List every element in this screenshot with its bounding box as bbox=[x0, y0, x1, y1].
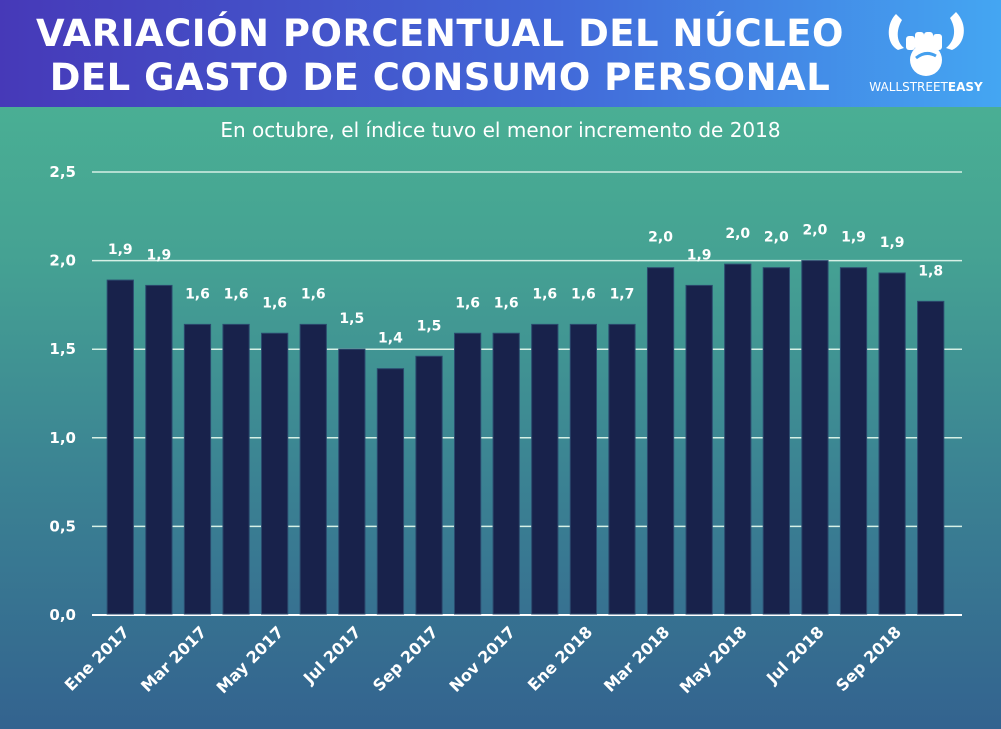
bar bbox=[145, 284, 173, 615]
data-label: 1,6 bbox=[262, 295, 287, 311]
bar bbox=[453, 332, 482, 615]
bar bbox=[106, 279, 134, 615]
data-label: 2,0 bbox=[764, 230, 789, 246]
wallstreeteasy-logo: WALLSTREETEASY bbox=[862, 10, 990, 100]
data-label: 2,0 bbox=[803, 223, 828, 239]
y-tick-label: 0,5 bbox=[49, 517, 76, 535]
bar bbox=[839, 267, 868, 615]
bar bbox=[492, 332, 520, 615]
data-label: 1,6 bbox=[532, 286, 557, 302]
data-label: 2,0 bbox=[648, 230, 673, 246]
x-tick-label: Ene 2018 bbox=[524, 622, 596, 694]
x-tick-label: Sep 2018 bbox=[832, 622, 905, 695]
data-label: 1,6 bbox=[185, 286, 210, 302]
logo-text-light: WALLSTREET bbox=[869, 80, 948, 94]
x-tick-label: Jul 2018 bbox=[762, 622, 828, 688]
y-axis-ticks: 0,0 0,5 1,0 1,5 2,0 2,5 bbox=[49, 163, 76, 624]
data-label: 1,8 bbox=[918, 263, 943, 279]
data-label: 1,9 bbox=[108, 242, 133, 258]
bar bbox=[801, 260, 829, 615]
data-label: 1,7 bbox=[610, 286, 635, 302]
x-tick-label: Nov 2017 bbox=[446, 622, 519, 695]
bar bbox=[222, 323, 250, 615]
x-tick-label: Sep 2017 bbox=[369, 622, 442, 695]
data-label: 1,9 bbox=[880, 235, 905, 251]
chart-subtitle: En octubre, el índice tuvo el menor incr… bbox=[220, 118, 781, 142]
chart-title-line-1: VARIACIÓN PORCENTUAL DEL NÚCLEO bbox=[36, 12, 844, 55]
bar bbox=[724, 263, 752, 615]
bar bbox=[917, 300, 945, 615]
bar bbox=[646, 267, 675, 615]
y-tick-label: 2,5 bbox=[49, 163, 76, 181]
y-tick-label: 1,0 bbox=[49, 429, 76, 447]
bar bbox=[762, 267, 790, 615]
data-label: 1,5 bbox=[417, 318, 442, 334]
bar bbox=[338, 348, 366, 615]
data-label: 1,6 bbox=[571, 286, 596, 302]
bar bbox=[569, 323, 598, 615]
x-tick-label: Ene 2017 bbox=[61, 622, 133, 694]
x-axis-ticks: Ene 2017 Mar 2017 May 2017 Jul 2017 Sep 2017… bbox=[61, 622, 905, 697]
data-label: 1,6 bbox=[494, 295, 519, 311]
x-tick-label: Jul 2017 bbox=[299, 622, 365, 688]
bar bbox=[878, 272, 906, 615]
chart-title: VARIACIÓN PORCENTUAL DEL NÚCLEO DEL GAST… bbox=[20, 12, 860, 100]
bull-horns-fist-icon bbox=[888, 12, 964, 76]
bar bbox=[299, 323, 327, 615]
data-label: 1,6 bbox=[301, 286, 326, 302]
bar bbox=[183, 323, 212, 615]
bars bbox=[106, 260, 945, 615]
x-tick-label: May 2017 bbox=[213, 622, 288, 697]
bar bbox=[261, 332, 289, 615]
logo-wordmark: WALLSTREETEASY bbox=[862, 80, 990, 94]
data-labels: 1,9 1,9 1,6 1,6 1,6 1,6 1,5 1,4 1,5 1,6 1,6 1,6 1,6 1… bbox=[108, 223, 943, 347]
data-label: 1,5 bbox=[339, 311, 364, 327]
x-tick-label: Mar 2017 bbox=[137, 622, 210, 695]
header-banner: VARIACIÓN PORCENTUAL DEL NÚCLEO DEL GAST… bbox=[0, 0, 1001, 107]
bar bbox=[685, 284, 713, 615]
chart-title-line-2: DEL GASTO DE CONSUMO PERSONAL bbox=[49, 56, 831, 99]
y-tick-label: 2,0 bbox=[49, 252, 76, 270]
data-label: 1,9 bbox=[146, 247, 171, 263]
data-label: 1,6 bbox=[224, 286, 249, 302]
data-label: 1,6 bbox=[455, 295, 480, 311]
bar bbox=[608, 323, 636, 615]
bar bbox=[415, 355, 443, 615]
bar bbox=[531, 323, 559, 615]
x-tick-label: May 2018 bbox=[676, 622, 751, 697]
y-tick-label: 0,0 bbox=[49, 606, 76, 624]
x-tick-label: Mar 2018 bbox=[600, 622, 673, 695]
data-label: 1,9 bbox=[841, 230, 866, 246]
data-label: 2,0 bbox=[725, 226, 750, 242]
y-tick-label: 1,5 bbox=[49, 340, 76, 358]
data-label: 1,4 bbox=[378, 331, 403, 347]
bar bbox=[376, 368, 405, 615]
logo-text-bold: EASY bbox=[947, 80, 983, 94]
data-label: 1,9 bbox=[687, 247, 712, 263]
